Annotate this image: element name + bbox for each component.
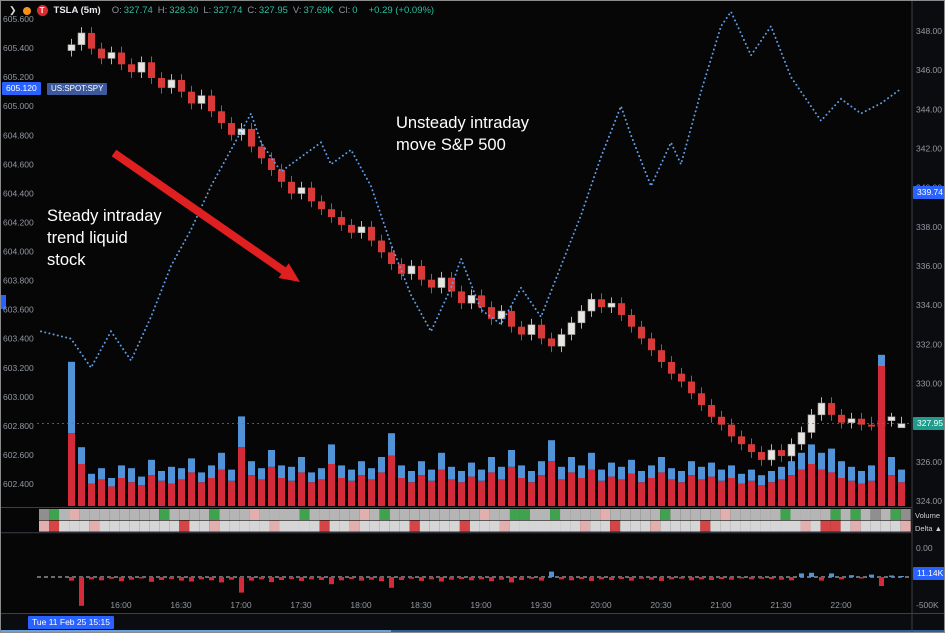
last-price-badge: 327.95 [913,417,944,430]
tick-label: 604.200 [3,217,34,227]
tick-label: 16:00 [110,600,132,610]
tick-label: 602.600 [3,450,34,460]
tick-label: 17:00 [230,600,252,610]
tick-label: 332.00 [916,339,942,349]
tick-label: 346.00 [916,65,942,75]
tick-label: 603.400 [3,334,34,344]
tick-label: 336.00 [916,261,942,271]
ohlc-field-label: L: [203,5,212,16]
tick-label: 348.00 [916,26,942,36]
tick-label: 330.00 [916,378,942,388]
spy-instrument-tag[interactable]: US:SPOT:SPY [47,83,108,95]
tick-label: 22:00 [830,600,852,610]
tick-label: -500K [916,600,939,610]
ohlc-field-value: 0 [352,5,358,16]
delta-pane [37,571,909,606]
ohlc-field-label: V: [292,5,302,16]
tick-label: 604.000 [3,247,34,257]
chart-legend-toolbar: ❯ T TSLA (5m) O: 327.74 H: 328.30 L: 327.74 C:… [9,5,434,16]
change-readout: +0.29 (+0.09%) [368,5,435,16]
symbol-title[interactable]: TSLA (5m) [53,5,101,16]
candles-layer [67,27,906,466]
tick-label: 605.000 [3,101,34,111]
annotation-spx-line2: move S&P 500 [396,135,506,154]
tick-label: 603.800 [3,276,34,286]
left-price-axis[interactable]: 605.600 605.400 605.200 605.000 604.800 604.6… [3,14,34,489]
ohlc-field-value: 327.74 [123,5,153,16]
tick-label: 21:00 [710,600,732,610]
ohlc-field-label: H: [157,5,168,16]
spy-price-badge: 605.120 [2,82,41,95]
tick-label: 19:30 [530,600,552,610]
annotation-stock-line2: trend liquid [47,228,128,247]
tick-label: 604.800 [3,130,34,140]
ohlc-field-label: C: [247,5,257,16]
delta-pane-label[interactable]: Delta ▲ [915,524,943,533]
tick-label: 20:00 [590,600,612,610]
heatmap-strip [39,509,911,532]
tick-label: 324.00 [916,496,942,506]
annotation-stock-line3: stock [47,250,86,269]
tick-label: 17:30 [290,600,312,610]
tick-label: 338.00 [916,222,942,232]
volume-bars [68,354,905,506]
collapse-legend-icon[interactable]: ❯ [9,5,17,15]
ohlc-readout: O: 327.74 H: 328.30 L: 327.74 C: 327.95 V: 37.69K… [107,5,358,16]
tick-label: 19:00 [470,600,492,610]
ohlc-field-label: O: [111,5,122,16]
tick-label: 18:00 [350,600,372,610]
tick-label: 603.200 [3,363,34,373]
tick-label: 326.00 [916,457,942,467]
annotation-stock[interactable]: Steady intraday trend liquid stock [47,206,162,271]
tick-label: 20:30 [650,600,672,610]
ohlc-field-value: 327.74 [213,5,243,16]
annotation-spx[interactable]: Unsteady intraday move S&P 500 [396,113,529,157]
tick-label: 605.200 [3,72,34,82]
tick-label: 602.800 [3,421,34,431]
ohlc-field-label: Cl: [338,5,351,16]
tick-label: 603.600 [3,305,34,315]
annotation-spx-line1: Unsteady intraday [396,114,529,132]
tick-label: 18:30 [410,600,432,610]
ohlc-field-value: 327.95 [258,5,288,16]
annotation-stock-line1: Steady intraday [47,207,162,225]
tick-label: 604.400 [3,188,34,198]
tick-label: 605.600 [3,14,34,24]
tick-label: 342.00 [916,143,942,153]
tick-label: 21:30 [770,600,792,610]
right-axis-blue-badge: 339.74 [913,186,944,199]
symbol-logo-icon: T [36,5,48,16]
tick-label: 604.600 [3,159,34,169]
volume-pane-label[interactable]: Volume [915,511,941,520]
datetime-badge: Tue 11 Feb 25 15:15 [28,616,114,629]
delta-value-badge: 11.14K [913,567,944,580]
ohlc-field-value: 37.69K [303,5,334,16]
tick-label: 603.000 [3,392,34,402]
spy-overlay-line [40,9,902,370]
tick-label: 0.00 [916,543,933,553]
ohlc-field-value: 328.30 [169,5,199,16]
tick-label: 602.400 [3,479,34,489]
status-dot-icon [22,6,31,15]
tick-label: 605.400 [3,43,34,53]
tick-label: 16:30 [170,600,192,610]
tick-label: 344.00 [916,104,942,114]
tick-label: 334.00 [916,300,942,310]
time-axis[interactable]: 16:00 16:30 17:00 17:30 18:00 18:30 19:00 19:30… [110,600,852,610]
